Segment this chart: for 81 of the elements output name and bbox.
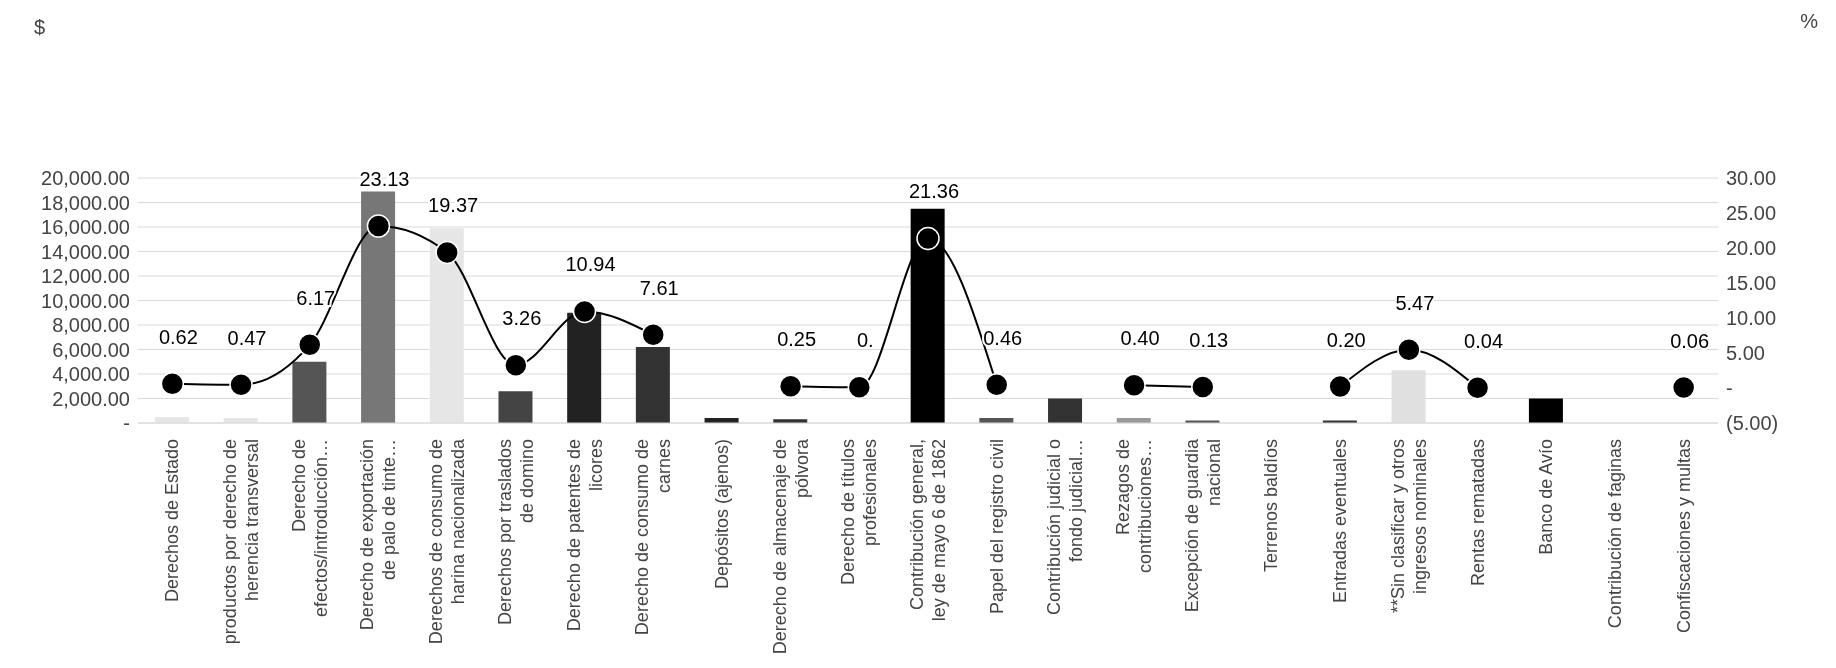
point	[778, 374, 803, 398]
x-tick-label: Derecho de efectos/introducción…	[288, 439, 331, 618]
point	[641, 322, 665, 347]
bar	[567, 312, 602, 423]
point	[1397, 337, 1421, 362]
data-label: 6.17	[296, 286, 336, 309]
point	[297, 333, 322, 357]
data-label: 0.06	[1670, 329, 1710, 352]
y-tick-label: 16,000.00	[41, 216, 130, 239]
y-tick-label: 10,000.00	[41, 289, 130, 312]
x-tick-label: Depósitos (ajenos)	[711, 439, 732, 590]
x-tick-label: Contribución de faginas	[1604, 439, 1625, 629]
point	[1465, 375, 1490, 400]
bar	[361, 191, 396, 423]
bar	[498, 391, 533, 423]
x-tick-label: Rezagos de contribuciones…	[1113, 439, 1156, 574]
data-label: 0.40	[1120, 327, 1160, 350]
point	[366, 214, 391, 238]
x-tick-label: Rentas rematadas	[1467, 439, 1488, 587]
data-label: 19.37	[428, 194, 479, 217]
point	[435, 240, 459, 265]
x-tick-label: Derecho de almacenaje de pólvora	[769, 438, 812, 655]
x-tick-label: Banco de Avío	[1536, 439, 1557, 555]
data-label: 0.04	[1464, 329, 1504, 352]
text: %	[1800, 10, 1818, 33]
point	[572, 299, 597, 324]
point	[504, 353, 528, 377]
bar	[635, 347, 670, 423]
data-label: 0.	[856, 329, 874, 352]
y2-tick-label: -	[1726, 377, 1733, 400]
point	[1671, 375, 1696, 400]
x-tick-label: Derechos de Estado	[162, 439, 183, 603]
x-tick-label: Entradas eventuales	[1330, 439, 1351, 604]
y-tick-label: 20,000.00	[41, 167, 130, 190]
y2-tick-label: 20.00	[1726, 237, 1777, 260]
data-label: 0.25	[777, 328, 817, 351]
point	[916, 226, 940, 251]
y2-tick-label: 30.00	[1726, 167, 1777, 190]
point	[1328, 374, 1352, 399]
y-tick-label: 8,000.00	[52, 314, 130, 337]
bar	[1048, 398, 1083, 423]
point	[229, 372, 253, 397]
data-label: 7.61	[639, 276, 679, 299]
data-label: 0.47	[227, 326, 267, 349]
data-label: 0.46	[983, 326, 1023, 349]
point	[984, 373, 1009, 397]
x-tick-label: Confiscaciones y multas	[1673, 439, 1694, 634]
y-tick-label: 12,000.00	[41, 265, 130, 288]
point	[1122, 373, 1146, 397]
y-tick-label: 6,000.00	[52, 338, 130, 361]
data-label: 5.47	[1395, 291, 1435, 314]
bar	[429, 228, 464, 423]
data-label: 0.20	[1326, 328, 1366, 351]
x-tick-label: Contribución judicial o fondo judicial…	[1044, 439, 1087, 616]
bar	[1528, 398, 1563, 423]
data-label: 0.62	[158, 325, 198, 348]
y2-tick-label: 10.00	[1726, 307, 1777, 330]
text: $	[34, 16, 46, 39]
x-tick-label: Terrenos baldíos	[1261, 439, 1282, 573]
x-tick-label: **Sin clasificar y otros ingresos nominales	[1387, 439, 1430, 614]
y-tick-label: -	[123, 412, 130, 435]
y2-tick-label: 5.00	[1726, 342, 1765, 365]
y-tick-label: 14,000.00	[41, 240, 130, 263]
x-tick-label: productos por derecho de herencia transversal	[220, 439, 263, 645]
bar	[292, 361, 327, 423]
x-tick-label: Papel del registro civil	[986, 439, 1007, 615]
point	[847, 375, 872, 400]
data-label: 0.13	[1189, 329, 1229, 352]
y2-tick-label: 25.00	[1726, 202, 1777, 225]
point	[1191, 375, 1215, 399]
data-label: 10.94	[565, 253, 616, 276]
data-label: 23.13	[359, 168, 410, 191]
data-label: 3.26	[502, 307, 542, 330]
x-tick-label: Derecho de exportación de palo de tinte…	[357, 439, 400, 631]
y-tick-label: 2,000.00	[52, 387, 130, 410]
y-tick-label: 4,000.00	[52, 363, 130, 386]
data-label: 21.36	[908, 180, 960, 203]
y-tick-label: 18,000.00	[41, 191, 130, 214]
y2-tick-label: 15.00	[1726, 272, 1777, 295]
y2-tick-label: (5.00)	[1726, 412, 1779, 435]
point	[160, 371, 185, 396]
